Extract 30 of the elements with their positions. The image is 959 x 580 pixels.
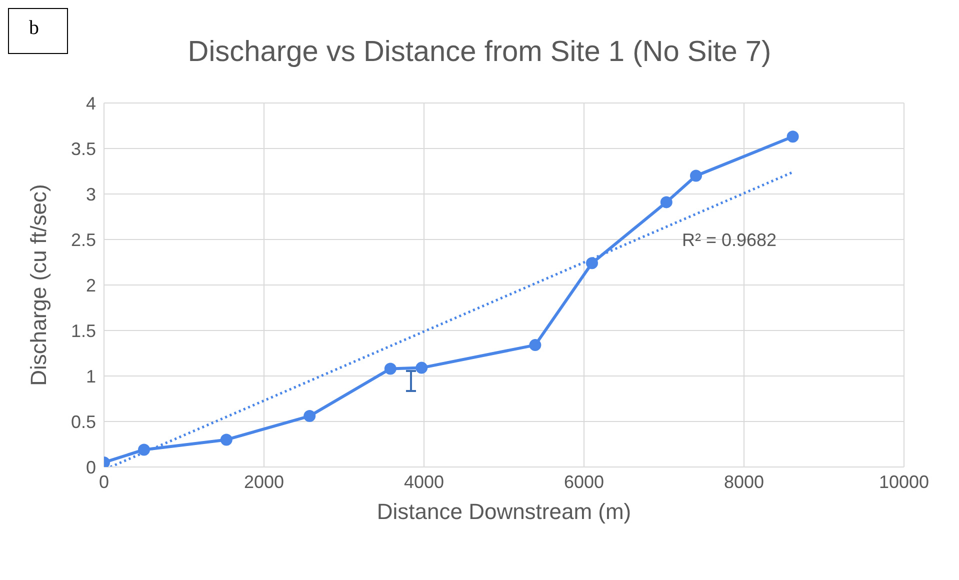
point xyxy=(786,130,799,143)
x-tick-label: 10000 xyxy=(878,472,930,492)
point xyxy=(304,410,316,422)
x-tick-label: 6000 xyxy=(564,472,604,492)
y-tick-label: 1 xyxy=(86,366,96,386)
point xyxy=(529,339,542,352)
point xyxy=(138,444,150,456)
point xyxy=(416,362,428,374)
x-tick-label: 2000 xyxy=(244,472,284,492)
point xyxy=(384,362,396,375)
y-tick-label: 2 xyxy=(86,275,96,296)
point xyxy=(220,434,232,446)
point xyxy=(586,257,598,270)
y-axis-title: Discharge (cu ft/sec) xyxy=(26,184,51,386)
annotation: R² = 0.9682 xyxy=(682,230,777,251)
x-tick-label: 8000 xyxy=(724,472,764,492)
x-tick-label: 0 xyxy=(98,472,110,492)
x-axis-title: Distance Downstream (m) xyxy=(376,499,632,524)
text: b xyxy=(8,8,68,54)
y-tick-label: 0 xyxy=(86,457,96,478)
y-tick-label: 3.5 xyxy=(70,138,96,159)
y-tick-label: 0.5 xyxy=(70,412,96,432)
point xyxy=(660,196,672,208)
y-tick-label: 4 xyxy=(86,93,96,114)
chart-title: Discharge vs Distance from Site 1 (No Site 7) xyxy=(188,36,772,68)
y-tick-label: 1.5 xyxy=(70,320,96,341)
y-tick-label: 3 xyxy=(86,184,96,204)
y-tick-label: 2.5 xyxy=(70,230,96,250)
x-tick-label: 4000 xyxy=(404,472,444,492)
point xyxy=(690,170,702,182)
